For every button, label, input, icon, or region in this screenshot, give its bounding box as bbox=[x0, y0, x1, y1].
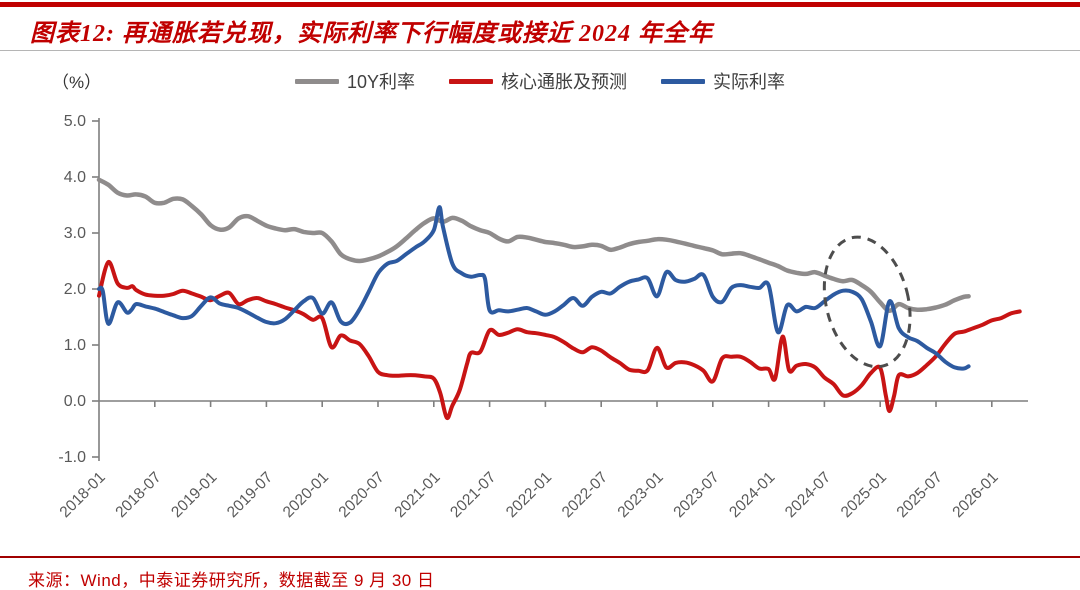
y-tick-label: 0.0 bbox=[64, 393, 86, 410]
chart-legend: 10Y利率 核心通胀及预测 实际利率 bbox=[0, 68, 1080, 94]
blue-line-swatch-icon bbox=[661, 78, 706, 84]
y-tick-label: 4.0 bbox=[64, 169, 86, 186]
legend-item-core-inflation: 核心通胀及预测 bbox=[449, 68, 627, 94]
legend-item-real-rate: 实际利率 bbox=[661, 68, 785, 94]
title-separator-line bbox=[0, 50, 1080, 51]
legend-label: 10Y利率 bbox=[346, 72, 416, 92]
x-tick-label: 2024-07 bbox=[782, 469, 834, 521]
chart-title: 图表12: 再通胀若兑现，实际利率下行幅度或接近 2024 年全年 bbox=[30, 21, 713, 47]
top-red-rule bbox=[0, 2, 1080, 7]
x-tick-label: 2018-01 bbox=[57, 469, 109, 521]
series-line-0 bbox=[96, 177, 971, 314]
gray-line-swatch-icon bbox=[294, 78, 339, 84]
x-tick-label: 2021-07 bbox=[447, 469, 499, 521]
series-line-1 bbox=[97, 260, 1022, 421]
y-axis-unit-label: （%） bbox=[52, 73, 102, 92]
x-tick-label: 2026-01 bbox=[949, 469, 1001, 521]
red-line-swatch-icon bbox=[449, 78, 494, 84]
legend-label: 核心通胀及预测 bbox=[501, 72, 628, 92]
highlight-ellipse-annotation bbox=[822, 235, 912, 369]
bottom-red-rule bbox=[0, 556, 1080, 558]
series-line-2 bbox=[97, 205, 971, 371]
y-axis-labels: 5.0 4.0 3.0 2.0 1.0 0.0 -1.0 bbox=[58, 113, 86, 466]
x-tick-label: 2020-07 bbox=[336, 469, 388, 521]
x-tick-label: 2022-01 bbox=[503, 469, 555, 521]
y-tick-label: 3.0 bbox=[64, 225, 86, 242]
y-tick-label: -1.0 bbox=[58, 449, 86, 466]
x-tick-label: 2025-07 bbox=[894, 469, 946, 521]
x-tick-label: 2023-07 bbox=[670, 469, 722, 521]
data-series bbox=[96, 177, 1022, 421]
y-tick-label: 1.0 bbox=[64, 337, 86, 354]
x-tick-label: 2018-07 bbox=[112, 469, 164, 521]
source-note: 来源：Wind，中泰证券研究所，数据截至 9 月 30 日 bbox=[28, 571, 435, 590]
tick-marks bbox=[92, 120, 993, 458]
legend-item-10y: 10Y利率 bbox=[294, 68, 416, 94]
x-tick-label: 2021-01 bbox=[391, 469, 443, 521]
x-tick-label: 2025-01 bbox=[838, 469, 890, 521]
y-tick-label: 2.0 bbox=[64, 281, 86, 298]
x-tick-label: 2024-01 bbox=[726, 469, 778, 521]
x-axis-labels: 2018-01 2018-07 2019-01 2019-07 2020-01 2020-… bbox=[57, 469, 1002, 521]
x-tick-label: 2022-07 bbox=[559, 469, 611, 521]
y-tick-label: 5.0 bbox=[64, 113, 86, 130]
x-tick-label: 2019-07 bbox=[224, 469, 276, 521]
x-tick-label: 2019-01 bbox=[168, 469, 220, 521]
legend-label: 实际利率 bbox=[713, 72, 786, 92]
x-tick-label: 2023-01 bbox=[615, 469, 667, 521]
x-tick-label: 2020-01 bbox=[280, 469, 332, 521]
